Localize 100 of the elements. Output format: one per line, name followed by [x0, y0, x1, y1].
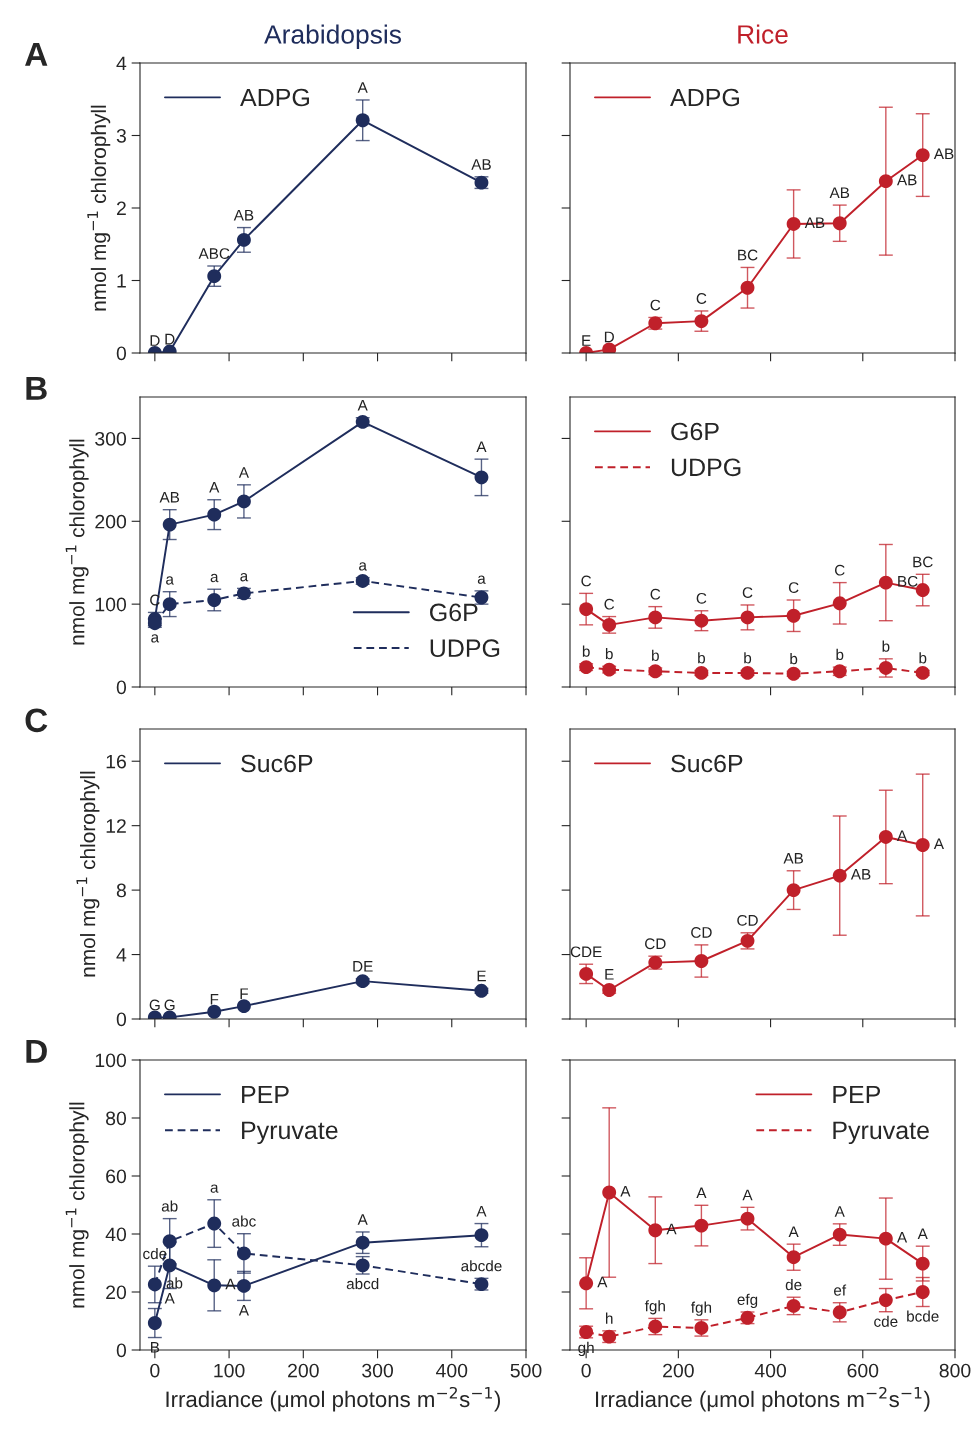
legend-label: G6P — [671, 422, 719, 441]
point — [740, 665, 755, 680]
y-axis-title: nmol mg$^{−1}$ chlorophyll — [65, 439, 89, 645]
point — [786, 608, 801, 623]
point — [832, 1227, 847, 1242]
point — [355, 1235, 370, 1250]
y-tick-label: 60 — [106, 1169, 127, 1184]
annotation: G — [149, 999, 160, 1011]
annotation: A — [238, 1304, 249, 1316]
y-tick-label: 100 — [95, 597, 127, 612]
point — [878, 1293, 893, 1308]
point — [207, 507, 222, 522]
text: B — [26, 376, 47, 400]
x-tick-label: 800 — [939, 1363, 971, 1378]
annotation: b — [744, 652, 752, 664]
x-tick-label: 0 — [150, 1363, 160, 1378]
annotation: E — [605, 969, 614, 980]
annotation: bcde — [907, 1310, 939, 1322]
legend-label: Pyruvate — [833, 1121, 929, 1145]
y-tick-label: 0 — [116, 1012, 127, 1027]
annotation: C — [788, 582, 799, 593]
annotation: A — [742, 1189, 753, 1201]
point — [162, 1234, 177, 1249]
point — [602, 662, 617, 677]
point — [162, 517, 177, 532]
annotation: b — [882, 640, 890, 652]
legend-label: ADPG — [670, 88, 739, 107]
y-tick-label: 200 — [95, 514, 127, 529]
legend-label: PEP — [242, 1085, 289, 1104]
point — [740, 610, 755, 625]
annotation: C — [834, 564, 845, 576]
point — [602, 1185, 617, 1200]
point — [786, 666, 801, 681]
annotation: F — [240, 988, 248, 999]
annotation: AB — [783, 853, 804, 864]
point — [236, 1278, 251, 1293]
annotation: ab — [161, 1200, 178, 1212]
y-tick-label: 4 — [116, 948, 127, 962]
legend-label: Suc6P — [241, 754, 313, 773]
annotation: abc — [232, 1215, 256, 1227]
point — [579, 602, 594, 617]
point — [694, 613, 709, 628]
annotation: h — [606, 1312, 613, 1324]
annotation: b — [582, 645, 590, 657]
annotation: A — [164, 1293, 175, 1304]
y-tick-label: 0 — [116, 680, 127, 695]
legend-label: G6P — [430, 603, 478, 622]
y-axis-title: nmol mg$^{−1}$ chlorophyll — [76, 771, 100, 977]
point — [648, 1223, 663, 1238]
annotation: AB — [159, 492, 180, 503]
annotation: A — [597, 1276, 608, 1288]
annotation: abcde — [461, 1260, 502, 1272]
annotation: abcd — [346, 1278, 379, 1290]
annotation: A — [620, 1185, 631, 1197]
annotation: C — [742, 587, 753, 598]
annotation: fgh — [644, 1300, 665, 1315]
annotation: BC — [913, 556, 933, 568]
annotation: AB — [896, 174, 917, 186]
x-tick-label: 500 — [510, 1363, 542, 1378]
point — [694, 665, 709, 680]
annotation: A — [476, 1205, 487, 1217]
point — [236, 494, 251, 509]
y-tick-label: 0 — [116, 1343, 127, 1358]
annotation: C — [650, 588, 661, 600]
point — [162, 597, 177, 612]
annotation: C — [604, 598, 615, 610]
annotation: BC — [898, 575, 918, 587]
text: D — [26, 1039, 47, 1063]
point — [648, 664, 663, 679]
y-axis-title: nmol mg$^{−1}$ chlorophyll — [87, 105, 111, 311]
annotation: C — [696, 592, 707, 604]
point — [786, 883, 801, 898]
point — [207, 593, 222, 607]
annotation: A — [357, 400, 368, 411]
annotation: b — [698, 652, 706, 664]
point — [915, 1285, 930, 1299]
annotation: E — [477, 970, 486, 982]
y-tick-label: 4 — [116, 56, 127, 71]
point — [832, 216, 847, 231]
annotation: a — [166, 576, 174, 585]
annotation: AB — [933, 148, 954, 160]
y-tick-label: 8 — [116, 883, 126, 898]
annotation: D — [165, 333, 175, 345]
annotation: ABC — [198, 248, 230, 259]
annotation: A — [357, 82, 368, 93]
point — [474, 470, 489, 485]
annotation: AB — [829, 187, 850, 198]
point — [878, 1231, 893, 1246]
annotation: CDE — [570, 946, 602, 958]
annotation: b — [919, 652, 927, 664]
annotation: A — [357, 1214, 368, 1225]
x-tick-label: 100 — [214, 1363, 245, 1378]
y-tick-label: 1 — [117, 274, 126, 288]
point — [355, 113, 370, 128]
y-tick-label: 40 — [105, 1227, 127, 1242]
x-tick-label: 200 — [288, 1363, 319, 1378]
y-axis-title: nmol mg$^{−1}$ chlorophyll — [65, 1102, 89, 1308]
annotation: CD — [737, 914, 758, 926]
annotation: ef — [834, 1284, 847, 1296]
annotation: C — [650, 299, 661, 311]
